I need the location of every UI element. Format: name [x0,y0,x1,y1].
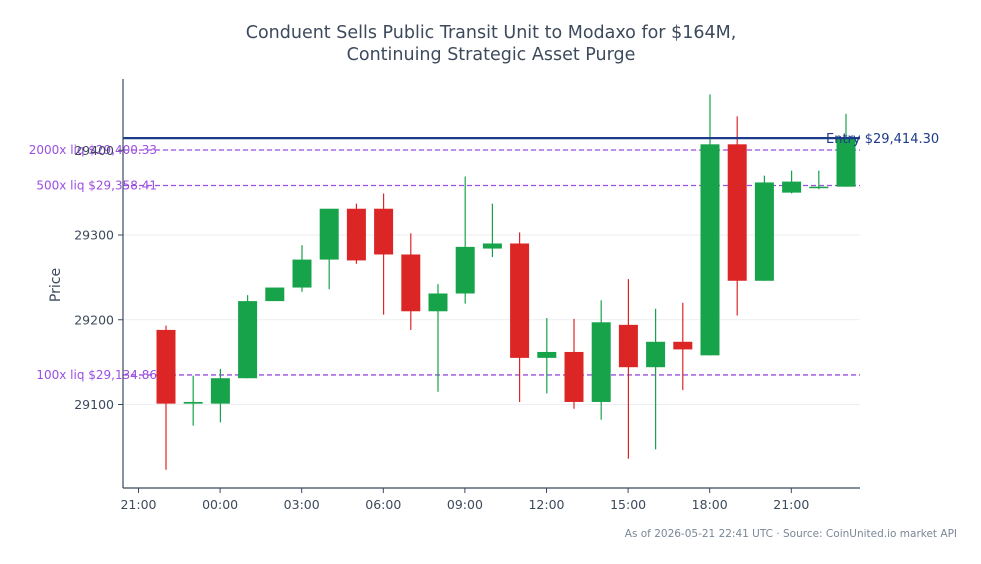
chart-title-line2: Continuing Strategic Asset Purge [347,45,636,65]
x-tick-label: 06:00 [365,497,401,512]
x-tick-label: 03:00 [284,497,320,512]
candle-body [401,254,421,312]
candle-body [646,341,666,368]
y-tick-label: 29100 [74,397,114,412]
candle-body [537,351,557,358]
source-footnote: As of 2026-05-21 22:41 UTC · Source: Coi… [624,528,957,540]
candle-body [618,324,638,368]
candle-body [673,341,693,350]
candle-body [238,301,258,379]
y-tick-label: 29300 [74,228,114,243]
candle-body [183,401,203,404]
candle-body [210,378,230,404]
candle-body [346,208,366,261]
candle-body [319,208,339,260]
liq-label: 2000x liq $29,400.33 [29,143,157,157]
candle-body [754,182,774,281]
y-tick-label: 29400 [74,143,114,158]
x-tick-label: 00:00 [202,497,238,512]
liq-label: 500x liq $29,358.41 [36,178,157,192]
grid-lines [123,149,860,405]
x-tick-label: 18:00 [692,497,728,512]
candle-body [374,208,394,255]
candle-body [156,329,176,404]
candles [156,94,856,470]
y-axis-label: Price [48,268,64,302]
candle-body [455,246,475,294]
candle-body [510,243,530,358]
axes: 29100 29200 29300 29400 21:00 00:00 03:00 06:00… [74,79,860,512]
x-tick-label: 15:00 [610,497,646,512]
candle-body [482,243,502,249]
candle-body [809,186,829,189]
candle-body [292,259,312,288]
candle-body [727,144,747,281]
candle-body [265,287,285,302]
candle-body [782,181,802,193]
x-tick-label: 09:00 [447,497,483,512]
chart-title-line1: Conduent Sells Public Transit Unit to Mo… [246,23,737,43]
x-tick-label: 21:00 [120,497,156,512]
y-tick-label: 29200 [74,312,114,327]
entry-label: Entry $29,414.30 [826,132,939,147]
candle-body [700,144,720,356]
candle-body [591,322,611,402]
candle-body [836,138,856,187]
liq-label: 100x liq $29,134.86 [36,368,157,382]
entry-line: Entry $29,414.30 [123,132,939,147]
candle-body [428,293,448,312]
x-tick-label: 12:00 [528,497,564,512]
x-tick-label: 21:00 [773,497,809,512]
candle-body [564,351,584,402]
